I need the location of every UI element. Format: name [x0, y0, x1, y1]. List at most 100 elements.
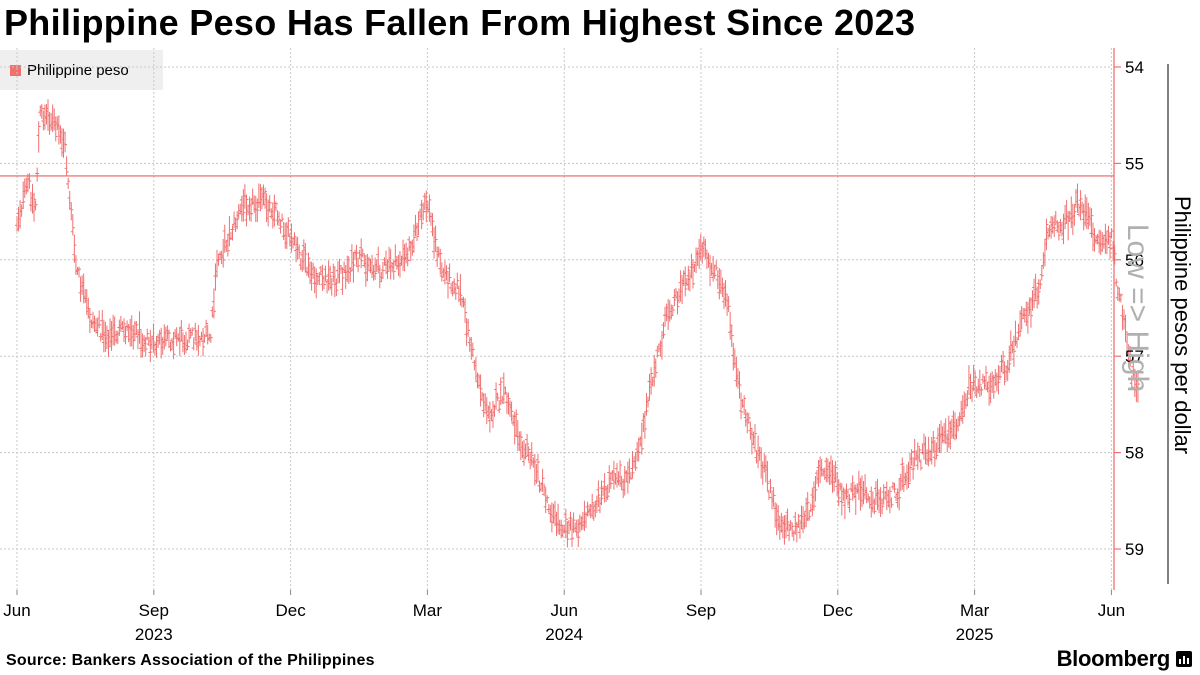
price-bar — [1039, 265, 1044, 281]
price-bar — [836, 479, 841, 507]
price-bar — [737, 371, 742, 399]
price-bar — [340, 267, 345, 295]
price-bar — [495, 392, 500, 401]
price-bar — [311, 262, 316, 279]
price-bar — [1028, 297, 1033, 328]
price-bar — [636, 437, 641, 462]
price-bar — [35, 167, 40, 182]
price-bar — [535, 453, 540, 483]
price-bar — [69, 203, 74, 221]
price-bar — [731, 342, 736, 371]
price-bar — [388, 248, 393, 280]
y-tick-label: 57 — [1125, 347, 1144, 366]
price-bar — [670, 304, 675, 316]
price-bar — [646, 396, 651, 408]
price-bar — [72, 234, 77, 263]
price-bar — [909, 449, 914, 466]
price-bar — [221, 238, 226, 268]
price-bar — [411, 224, 416, 253]
price-bar — [839, 483, 844, 516]
price-bar — [1038, 279, 1043, 290]
price-bar — [191, 337, 196, 351]
price-bar — [917, 447, 922, 462]
price-bar — [655, 347, 660, 358]
price-bar — [807, 511, 812, 521]
price-bar — [359, 238, 364, 269]
price-bar — [563, 508, 568, 539]
price-bar — [137, 311, 142, 344]
price-bar — [889, 497, 894, 508]
price-bar — [323, 265, 328, 282]
bloomberg-chart-icon — [1176, 651, 1192, 667]
price-bar — [267, 195, 272, 213]
price-bar — [1036, 279, 1041, 305]
price-bar — [611, 460, 616, 490]
price-bar — [328, 265, 333, 290]
price-bar — [329, 278, 334, 296]
price-bar — [813, 475, 818, 502]
price-bar — [244, 194, 249, 227]
price-bar — [225, 233, 230, 257]
price-bar — [686, 265, 691, 291]
price-bar — [630, 450, 635, 478]
price-bar — [1072, 204, 1077, 226]
price-bar — [280, 213, 285, 222]
price-bar — [303, 242, 308, 273]
price-bar — [742, 395, 747, 415]
price-bar — [123, 325, 128, 345]
price-bar — [286, 217, 291, 237]
price-bar — [506, 392, 511, 415]
price-bar — [208, 334, 213, 343]
price-bar — [27, 173, 32, 189]
price-bar — [639, 422, 644, 455]
price-bar — [1075, 183, 1080, 213]
price-bar — [540, 468, 545, 492]
price-bar — [1044, 218, 1049, 251]
price-bar — [979, 386, 984, 396]
price-bar — [901, 465, 906, 492]
price-bar — [653, 358, 658, 378]
price-bar — [599, 480, 604, 506]
price-bar — [973, 371, 978, 395]
x-tick-label: Jun — [550, 601, 577, 620]
price-bar — [605, 484, 610, 500]
price-bar — [752, 424, 757, 453]
price-bar — [391, 260, 396, 280]
price-bar — [746, 412, 751, 424]
price-bar — [644, 392, 649, 416]
price-bar — [190, 327, 195, 336]
price-bar — [452, 278, 457, 295]
price-bar — [785, 508, 790, 532]
y-axis-title: Philippine pesos per dollar — [1170, 196, 1195, 454]
price-bar — [1025, 301, 1030, 334]
price-bar — [661, 322, 666, 339]
price-bar — [77, 266, 82, 278]
price-bar — [850, 475, 855, 501]
x-tick-label: Mar — [960, 601, 990, 620]
y-tick-label: 59 — [1125, 540, 1144, 559]
price-bar — [187, 323, 192, 344]
price-bar — [148, 329, 153, 363]
price-bar — [833, 461, 838, 483]
price-bar — [523, 443, 528, 460]
x-tick-label: Dec — [275, 601, 306, 620]
price-bar — [608, 471, 613, 489]
price-bar — [204, 319, 209, 337]
price-bar — [446, 270, 451, 299]
legend-label: Philippine peso — [27, 61, 129, 79]
price-bar — [104, 325, 109, 349]
y-tick-label: 55 — [1125, 154, 1144, 173]
price-bar — [542, 483, 547, 497]
price-bar — [455, 272, 460, 289]
price-bar — [977, 369, 982, 398]
price-bar — [872, 498, 877, 515]
x-axis-years: 2023 2024 2025 — [135, 625, 994, 644]
price-bar — [171, 331, 176, 360]
x-tick-label: Mar — [413, 601, 443, 620]
price-bar — [768, 478, 773, 494]
x-tick-label: Dec — [823, 601, 854, 620]
price-bar — [36, 121, 41, 153]
price-bar — [463, 298, 468, 323]
price-bar — [235, 211, 240, 230]
price-bar — [143, 337, 148, 357]
